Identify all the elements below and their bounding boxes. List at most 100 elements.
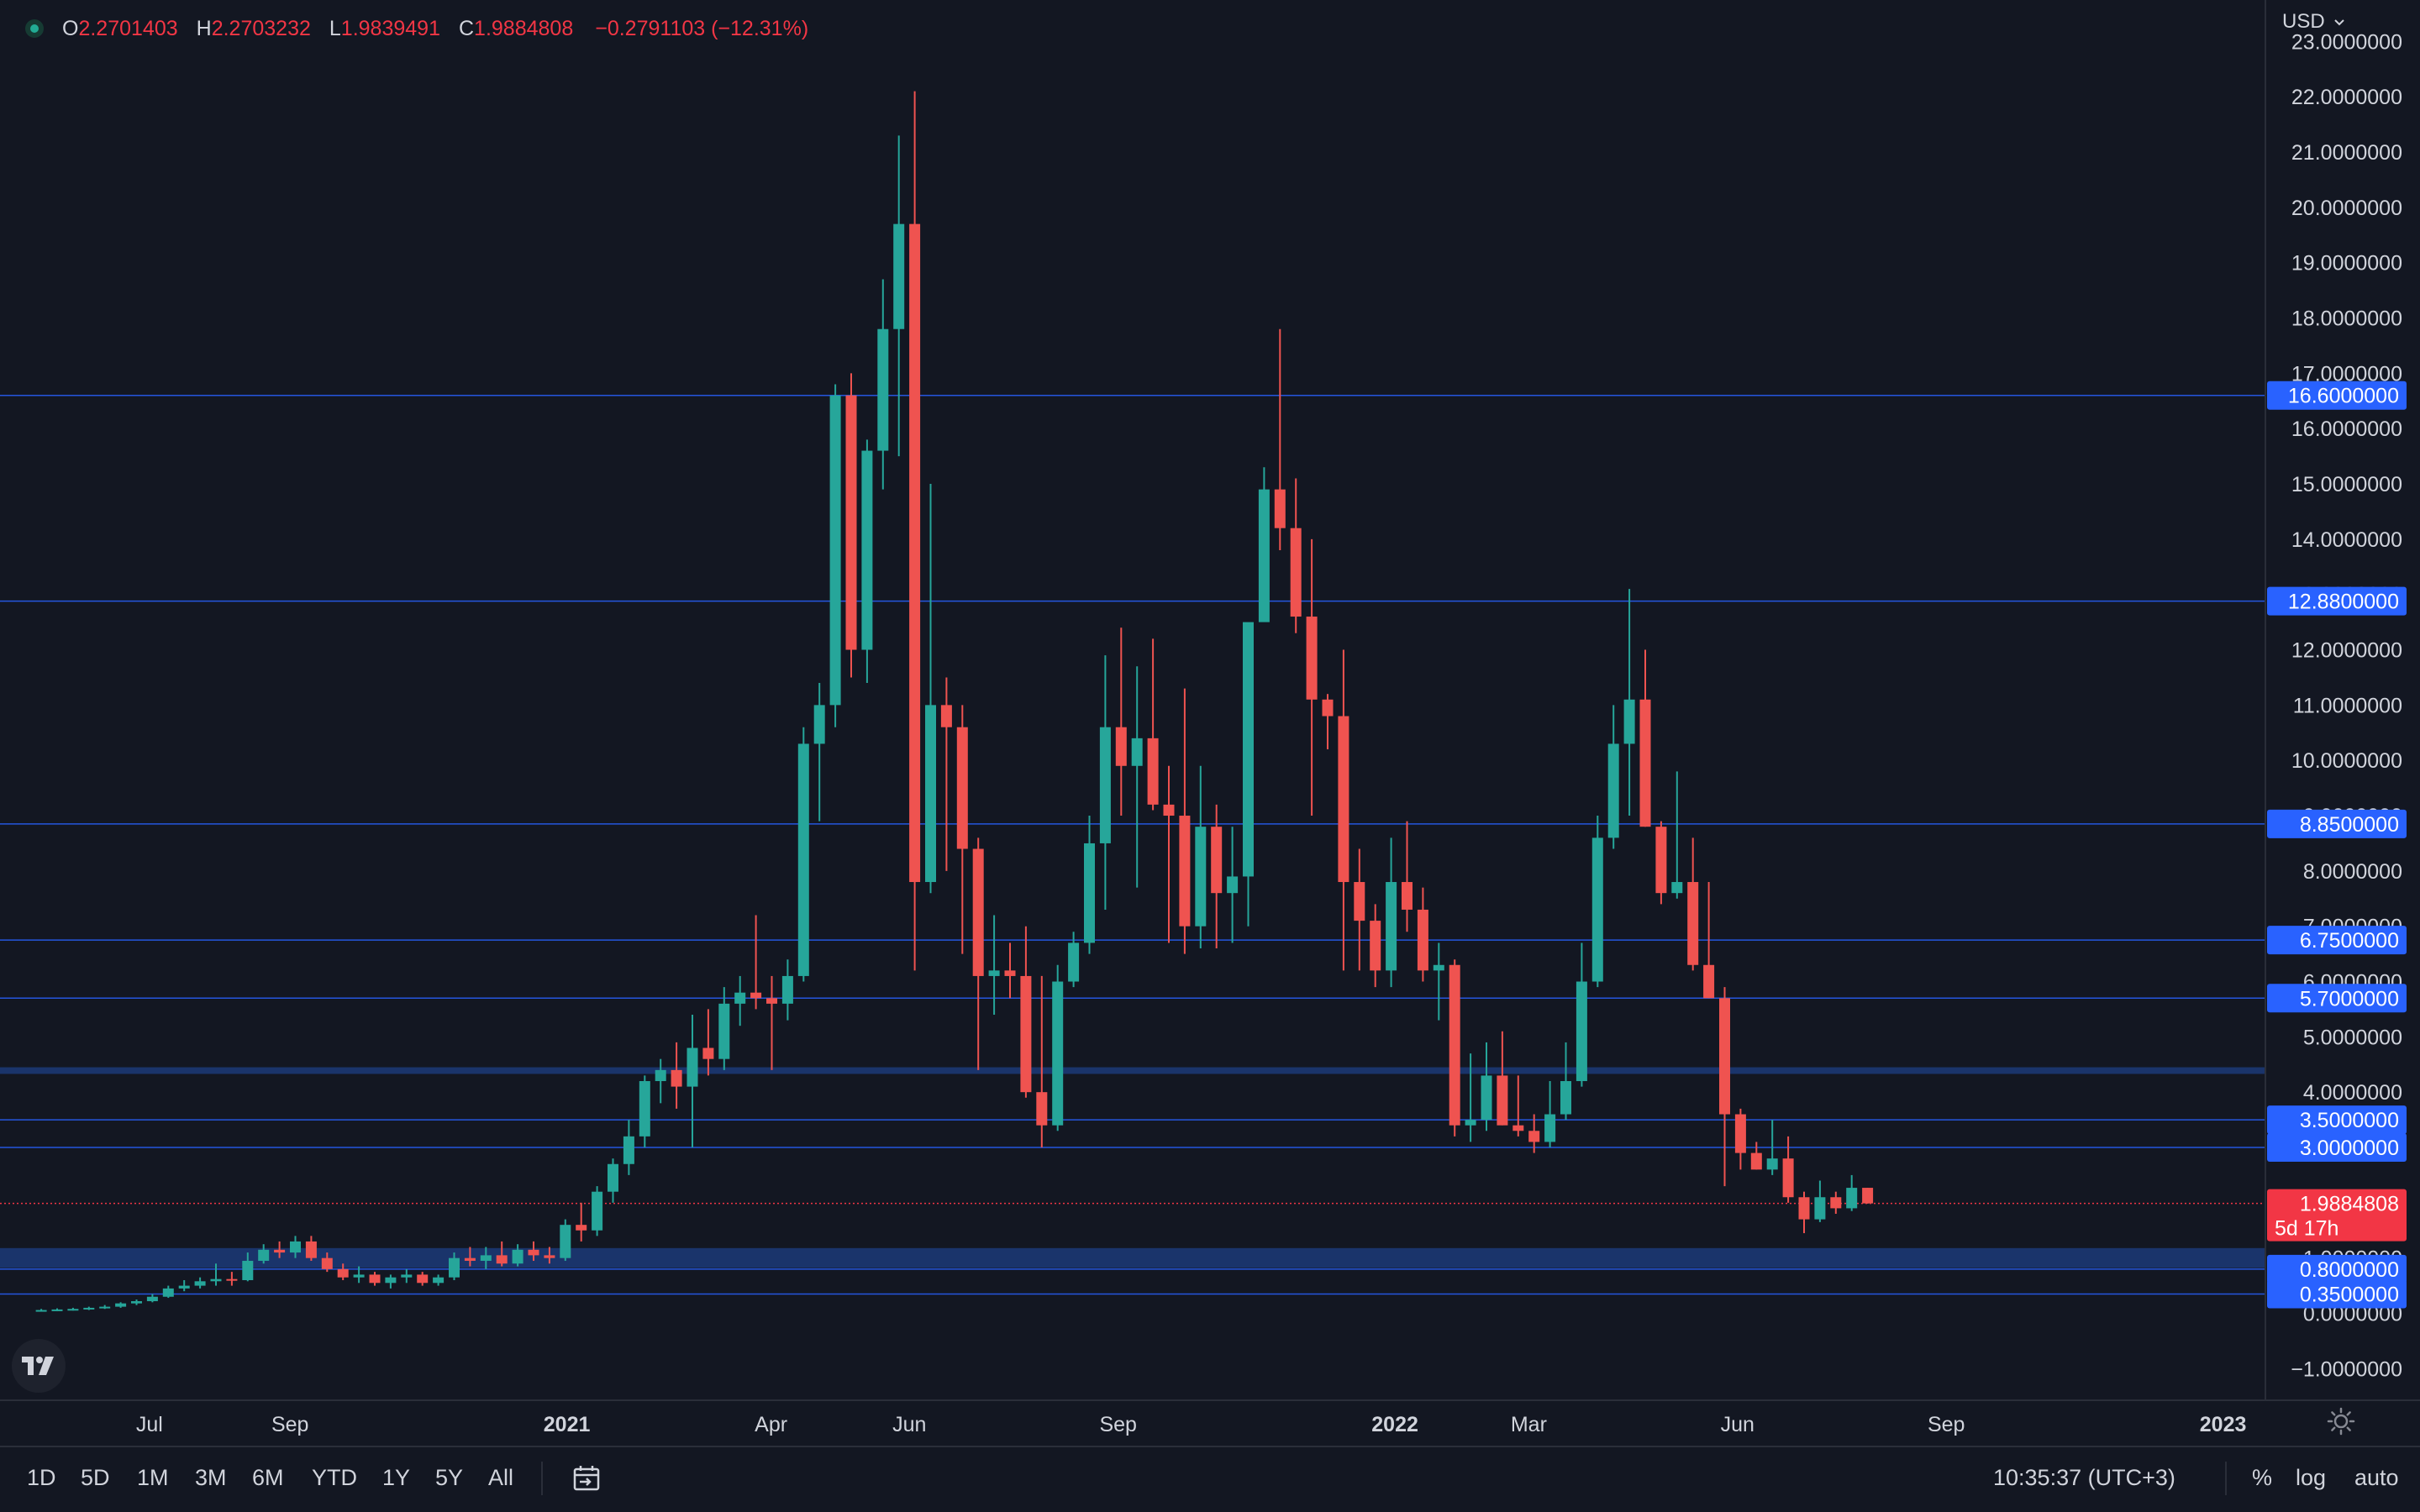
candle-body bbox=[512, 1249, 523, 1264]
price-tick-label: 16.0000000 bbox=[2291, 417, 2402, 441]
auto-scale-toggle[interactable]: auto bbox=[2354, 1465, 2399, 1490]
candle bbox=[1528, 1114, 1540, 1153]
currency-selector[interactable]: USD bbox=[2282, 10, 2345, 34]
candle-body bbox=[1036, 1092, 1048, 1126]
time-tick-label: Apr bbox=[755, 1413, 787, 1436]
candle bbox=[1227, 827, 1239, 943]
candle-body bbox=[1227, 876, 1239, 894]
candle-body bbox=[1798, 1197, 1810, 1220]
candle bbox=[1306, 538, 1318, 816]
candle-body bbox=[1163, 804, 1175, 816]
candle-body bbox=[576, 1225, 587, 1231]
candle bbox=[1830, 1191, 1842, 1215]
level-label-text: 12.8800000 bbox=[2288, 591, 2399, 614]
candle-body bbox=[766, 998, 777, 1004]
low-value: 1.9839491 bbox=[340, 16, 440, 40]
candle bbox=[861, 439, 873, 684]
candle bbox=[131, 1299, 142, 1305]
time-tick-label: Jun bbox=[892, 1413, 926, 1436]
candle-body bbox=[592, 1191, 603, 1231]
candle bbox=[909, 91, 921, 971]
candle bbox=[305, 1236, 317, 1261]
close-value: 1.9884808 bbox=[474, 16, 574, 40]
tradingview-logo-icon[interactable] bbox=[12, 1339, 66, 1393]
candle bbox=[401, 1268, 413, 1284]
candle bbox=[337, 1263, 349, 1281]
candle-body bbox=[1512, 1125, 1524, 1131]
candle-body bbox=[1274, 489, 1286, 528]
timeframe-5y[interactable]: 5Y bbox=[435, 1465, 464, 1490]
candle-body bbox=[1115, 727, 1127, 766]
candle bbox=[1290, 478, 1302, 633]
timeframe-1m[interactable]: 1M bbox=[137, 1465, 169, 1490]
price-tick-label: 5.0000000 bbox=[2303, 1026, 2402, 1049]
candle-body bbox=[35, 1310, 47, 1312]
calendar-range-icon[interactable] bbox=[570, 1462, 603, 1495]
timeframe-6m[interactable]: 6M bbox=[252, 1465, 284, 1490]
timeframe-ytd[interactable]: YTD bbox=[312, 1465, 357, 1490]
low-label: L bbox=[329, 16, 341, 40]
candle bbox=[1402, 821, 1413, 932]
candle bbox=[1433, 942, 1444, 1021]
candle bbox=[464, 1247, 476, 1267]
level-label: 5.7000000 bbox=[2267, 984, 2407, 1013]
timeframe-1y[interactable]: 1Y bbox=[382, 1465, 411, 1490]
candle-body bbox=[893, 223, 905, 329]
candle-body bbox=[290, 1241, 301, 1253]
price-tick-label: 12.0000000 bbox=[2291, 639, 2402, 663]
time-tick-label: Sep bbox=[1099, 1413, 1136, 1436]
level-zone bbox=[0, 1067, 2265, 1074]
candle bbox=[845, 373, 857, 678]
candle-body bbox=[528, 1249, 539, 1256]
level-label: 8.8500000 bbox=[2267, 809, 2407, 838]
candle bbox=[972, 837, 984, 1070]
open-value: 2.2701403 bbox=[78, 16, 178, 40]
candle bbox=[655, 1058, 666, 1104]
candle-body bbox=[146, 1296, 158, 1302]
support-resistance-zones bbox=[0, 1067, 2265, 1268]
log-scale-toggle[interactable]: log bbox=[2296, 1465, 2327, 1490]
candle-body bbox=[1322, 699, 1334, 717]
candle-body bbox=[988, 970, 1000, 976]
candle bbox=[1798, 1191, 1810, 1234]
candle bbox=[83, 1306, 95, 1310]
level-label-text: 3.0000000 bbox=[2300, 1137, 2399, 1160]
candle bbox=[1782, 1136, 1794, 1203]
price-tick-label: 18.0000000 bbox=[2291, 307, 2402, 331]
candle bbox=[369, 1272, 381, 1286]
timeframe-all[interactable]: All bbox=[488, 1465, 514, 1490]
candle bbox=[1115, 627, 1127, 816]
timeframe-1d[interactable]: 1D bbox=[27, 1465, 56, 1490]
price-tick-label: 22.0000000 bbox=[2291, 86, 2402, 109]
candle bbox=[1846, 1174, 1858, 1211]
candle-body bbox=[178, 1285, 190, 1289]
candle-body bbox=[623, 1136, 634, 1164]
gear-icon[interactable] bbox=[2326, 1406, 2356, 1436]
candle bbox=[687, 1015, 698, 1148]
level-label-text: 3.5000000 bbox=[2300, 1109, 2399, 1132]
candle-body bbox=[560, 1225, 571, 1258]
timeframe-3m[interactable]: 3M bbox=[195, 1465, 227, 1490]
candle bbox=[1687, 837, 1699, 971]
candle-body bbox=[449, 1257, 460, 1278]
candle-body bbox=[1068, 942, 1080, 982]
candle-body bbox=[608, 1163, 618, 1192]
last-price-value: 1.9884808 bbox=[2300, 1193, 2399, 1216]
level-label-bg bbox=[2267, 1254, 2407, 1284]
time-tick-label: Sep bbox=[271, 1413, 308, 1436]
time-tick-label: Sep bbox=[1928, 1413, 1965, 1436]
candle bbox=[1512, 1075, 1524, 1137]
candle bbox=[1036, 975, 1048, 1148]
candle-body bbox=[1623, 699, 1635, 744]
candle-body bbox=[1052, 981, 1064, 1126]
candle bbox=[1623, 589, 1635, 816]
candle-body bbox=[1607, 743, 1619, 838]
candle-body bbox=[1719, 998, 1730, 1115]
percent-scale-toggle[interactable]: % bbox=[2252, 1465, 2273, 1490]
clock-timezone[interactable]: 10:35:37 (UTC+3) bbox=[1993, 1465, 2175, 1490]
candle bbox=[1211, 804, 1223, 949]
candle-body bbox=[242, 1260, 254, 1281]
candle bbox=[1258, 467, 1270, 622]
timeframe-5d[interactable]: 5D bbox=[81, 1465, 110, 1490]
